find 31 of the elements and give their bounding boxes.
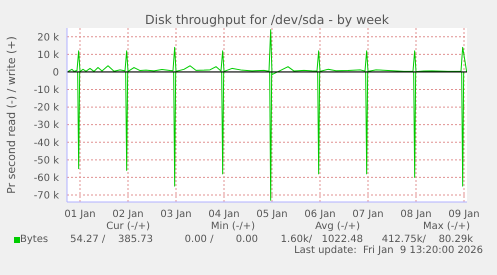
- y-axis-title: Pr second read (-) / write (+): [4, 36, 18, 194]
- x-tick-label: 09 Jan: [448, 209, 480, 220]
- text: Last update: Fri Jan 9 13:20:00 2026: [294, 245, 483, 256]
- x-tick-label: 06 Jan: [304, 209, 336, 220]
- text: 54.27 / 385.73: [70, 234, 153, 245]
- x-tick-label: 03 Jan: [160, 209, 192, 220]
- text: Max (-/+): [422, 221, 470, 232]
- text: Cur (-/+): [106, 221, 150, 232]
- y-tick-label: 0: [52, 67, 59, 78]
- text: Min (-/+): [210, 221, 255, 232]
- x-tick-label: 07 Jan: [352, 209, 384, 220]
- text: 0.00 / 0.00: [184, 234, 258, 245]
- y-tick-label: -30 k: [34, 120, 60, 132]
- x-tick-label: 02 Jan: [112, 209, 144, 220]
- x-tick-label: 08 Jan: [400, 209, 432, 220]
- x-tick-label: 05 Jan: [256, 209, 288, 220]
- y-tick-label: 10 k: [37, 50, 60, 61]
- text: 1.60k/ 1022.48: [280, 234, 363, 245]
- x-tick-label: 01 Jan: [64, 209, 96, 220]
- text: 412.75k/ 80.29k: [382, 234, 473, 245]
- y-tick-label: -40 k: [34, 138, 60, 149]
- y-tick-label: -60 k: [34, 172, 60, 184]
- chart-title: Disk throughput for /dev/sda - by week: [144, 12, 390, 27]
- y-tick-label: -20 k: [34, 102, 60, 114]
- text: Avg (-/+): [315, 221, 360, 232]
- x-tick-label: 04 Jan: [208, 209, 240, 220]
- legend-label: Bytes: [19, 234, 48, 245]
- y-tick-label: -50 k: [34, 155, 60, 166]
- y-tick-label: -10 k: [34, 85, 60, 96]
- y-tick-label: 20 k: [37, 32, 60, 44]
- y-tick-label: -70 k: [34, 190, 60, 202]
